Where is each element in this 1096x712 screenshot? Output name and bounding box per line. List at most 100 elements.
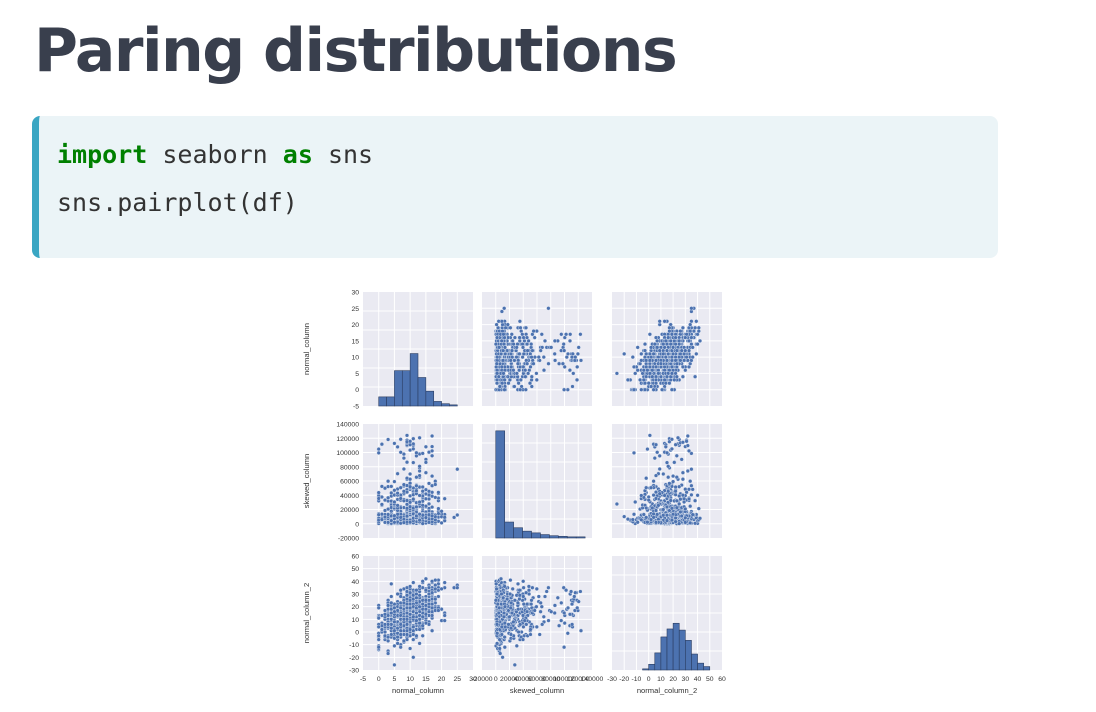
scatter-point xyxy=(529,374,534,379)
scatter-point xyxy=(680,364,685,369)
scatter-point xyxy=(508,591,513,597)
scatter-point xyxy=(439,509,444,514)
histogram-bar-normal_column_2-8 xyxy=(691,653,698,671)
scatter-point xyxy=(539,604,544,609)
scatter-point xyxy=(500,358,506,363)
scatter-point xyxy=(411,580,416,585)
scatter-point xyxy=(411,497,416,502)
scatter-point xyxy=(376,447,381,452)
scatter-point xyxy=(673,335,678,340)
scatter-point xyxy=(426,492,432,497)
scatter-point xyxy=(559,332,564,337)
histogram-bar-normal_column_2-3 xyxy=(660,636,668,671)
scatter-point xyxy=(529,355,534,360)
scatter-point xyxy=(495,355,500,360)
scatter-point xyxy=(657,348,662,353)
scatter-point xyxy=(408,484,413,489)
y-tick-label: -10 xyxy=(349,642,359,649)
scatter-point xyxy=(376,512,381,517)
histogram-bar-normal_column_2-9 xyxy=(697,662,704,671)
y-tick-label: 40000 xyxy=(340,493,359,500)
scatter-point xyxy=(688,504,693,509)
scatter-point xyxy=(673,442,678,447)
y-axis-label: normal_column_2 xyxy=(302,583,311,643)
scatter-point xyxy=(426,609,432,614)
scatter-point xyxy=(622,351,627,356)
scatter-point xyxy=(663,338,668,343)
scatter-point xyxy=(379,484,384,489)
scatter-point xyxy=(404,622,410,627)
scatter-point xyxy=(689,306,694,311)
scatter-point xyxy=(686,364,692,369)
scatter-point xyxy=(414,450,419,455)
scatter-point xyxy=(499,624,504,629)
scatter-point xyxy=(649,345,654,350)
scatter-point xyxy=(575,605,580,610)
scatter-point xyxy=(389,594,394,599)
scatter-point xyxy=(683,368,688,373)
scatter-point xyxy=(635,520,640,525)
scatter-point xyxy=(669,506,674,511)
scatter-point xyxy=(523,368,528,373)
scatter-point xyxy=(502,584,507,589)
scatter-point xyxy=(502,306,507,311)
scatter-point xyxy=(696,506,701,511)
scatter-point xyxy=(669,437,674,442)
scatter-point xyxy=(693,521,698,526)
scatter-point xyxy=(528,364,533,369)
scatter-point xyxy=(495,602,500,607)
histogram-bar-skewed_column-0 xyxy=(495,430,505,539)
scatter-point xyxy=(677,484,682,489)
scatter-point xyxy=(655,450,660,455)
scatter-point xyxy=(674,453,679,458)
scatter-point xyxy=(639,358,644,363)
scatter-point xyxy=(564,332,569,337)
x-tick-label: 50 xyxy=(706,676,714,683)
scatter-point xyxy=(557,623,562,628)
scatter-point xyxy=(534,624,539,629)
scatter-point xyxy=(658,361,663,366)
scatter-point xyxy=(512,598,517,603)
scatter-point xyxy=(532,335,537,340)
scatter-point xyxy=(398,605,403,610)
scatter-point xyxy=(509,348,515,353)
scatter-point xyxy=(630,355,635,360)
scatter-point xyxy=(501,348,506,353)
scatter-point xyxy=(631,387,637,392)
scatter-point xyxy=(395,641,400,646)
scatter-point xyxy=(376,496,381,501)
scatter-point xyxy=(578,628,584,633)
scatter-point xyxy=(555,595,560,600)
scatter-point xyxy=(653,358,659,363)
scatter-point xyxy=(494,361,499,366)
scatter-point xyxy=(518,387,523,392)
scatter-point xyxy=(549,345,554,350)
scatter-point xyxy=(541,614,546,619)
scatter-point xyxy=(495,622,500,627)
scatter-point xyxy=(411,614,416,619)
x-tick-label: 20 xyxy=(438,676,446,683)
scatter-point xyxy=(436,608,441,613)
scatter-point xyxy=(662,493,667,498)
scatter-point xyxy=(514,371,519,376)
scatter-point xyxy=(508,358,513,363)
scatter-point xyxy=(530,585,535,590)
scatter-point xyxy=(573,590,578,595)
scatter-point xyxy=(541,368,547,373)
x-axis-label: skewed_column xyxy=(510,686,564,695)
scatter-point xyxy=(553,358,558,363)
scatter-point xyxy=(683,506,688,511)
scatter-point xyxy=(398,437,403,442)
scatter-point xyxy=(686,348,692,353)
scatter-point xyxy=(546,585,551,590)
y-tick-label: 60000 xyxy=(340,479,359,486)
scatter-point xyxy=(564,588,569,593)
scatter-point xyxy=(576,345,581,350)
scatter-point xyxy=(671,479,676,484)
scatter-point xyxy=(653,508,659,513)
scatter-point xyxy=(420,633,425,638)
scatter-point xyxy=(534,371,539,376)
scatter-point xyxy=(644,485,649,490)
scatter-point xyxy=(674,505,679,510)
scatter-point xyxy=(655,512,660,517)
